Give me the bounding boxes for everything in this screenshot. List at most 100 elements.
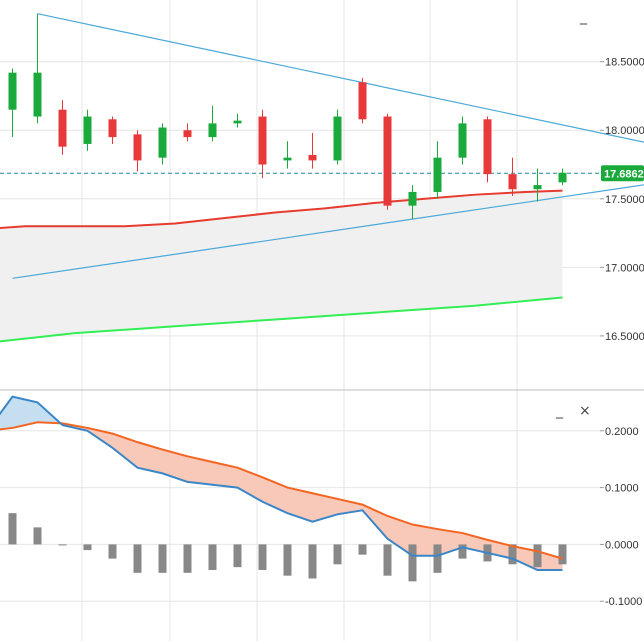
macd-fill-segment <box>237 467 263 502</box>
macd-pane-minimize-button[interactable]: _ <box>555 403 564 419</box>
candle-up[interactable] <box>433 141 442 199</box>
candle-body <box>558 172 567 183</box>
candle-up[interactable] <box>533 168 542 202</box>
moving-average-lower[interactable] <box>0 296 563 343</box>
histogram-bar[interactable] <box>333 544 342 565</box>
candle-down[interactable] <box>133 130 142 172</box>
price-pane[interactable] <box>0 13 644 343</box>
current-price-label: 17.6862 <box>604 168 644 180</box>
histogram-bar[interactable] <box>8 513 17 545</box>
histogram-bar[interactable] <box>183 544 192 573</box>
candle-body <box>83 116 92 144</box>
histogram-bar[interactable] <box>258 544 267 570</box>
candle-body <box>383 116 392 206</box>
histogram-bar[interactable] <box>408 544 417 582</box>
histogram-bar[interactable] <box>433 544 442 573</box>
y-axis-tick-label: 0.1000 <box>605 483 639 495</box>
macd-fill-segment <box>212 462 238 488</box>
macd-fill-segment <box>512 546 538 570</box>
candle-down[interactable] <box>58 100 67 155</box>
macd-fill-segment <box>137 442 163 474</box>
candle-body <box>183 130 192 138</box>
y-axis-tick-label: 18.0000 <box>605 125 644 137</box>
histogram-bar[interactable] <box>158 544 167 573</box>
candle-down[interactable] <box>108 116 117 144</box>
candle-body <box>433 157 442 192</box>
histogram-bar[interactable] <box>208 544 217 570</box>
candle-up[interactable] <box>233 113 242 128</box>
candle-body <box>458 123 467 158</box>
candle-up[interactable] <box>208 105 217 142</box>
candle-body <box>333 116 342 161</box>
histogram-bar[interactable] <box>33 527 42 545</box>
histogram-bar[interactable] <box>58 544 67 546</box>
candle-down[interactable] <box>183 123 192 142</box>
candle-body <box>358 82 367 120</box>
candle-down[interactable] <box>483 116 492 183</box>
histogram-bar[interactable] <box>283 544 292 576</box>
macd-fill-segment <box>537 551 563 570</box>
macd-fill-segment <box>162 449 188 482</box>
y-axis-tick-label: 18.5000 <box>605 57 644 69</box>
candle-up[interactable] <box>458 116 467 165</box>
candle-down[interactable] <box>308 132 317 169</box>
axis-layer: 18.5000 18.0000 17.5000 17.0000 16.5000 0.200… <box>600 57 644 608</box>
histogram-bar[interactable] <box>133 544 142 573</box>
histogram-bar[interactable] <box>533 544 542 568</box>
candle-up[interactable] <box>408 185 417 220</box>
macd-fill-segment <box>112 433 138 468</box>
y-axis-tick-label: -0.1000 <box>605 596 642 608</box>
histogram-bar[interactable] <box>358 544 367 555</box>
candle-body <box>108 119 117 138</box>
trendline-upper[interactable] <box>37 13 644 168</box>
candle-up[interactable] <box>333 109 342 165</box>
signal-line[interactable] <box>0 421 563 560</box>
macd-line[interactable] <box>0 395 563 571</box>
candle-body <box>233 120 242 124</box>
candle-body <box>533 185 542 190</box>
macd-fill-segment <box>412 524 438 556</box>
candle-down[interactable] <box>508 157 517 197</box>
candle-body <box>308 154 317 161</box>
candle-body <box>508 174 517 190</box>
macd-fill-segment <box>187 456 213 485</box>
candle-up[interactable] <box>83 109 92 151</box>
candle-up[interactable] <box>158 123 167 165</box>
candle-up[interactable] <box>283 141 292 169</box>
candle-body <box>408 191 417 206</box>
histogram-bar[interactable] <box>83 544 92 551</box>
current-price-tag <box>601 165 644 182</box>
candle-up[interactable] <box>558 168 567 186</box>
y-axis-tick-label: 17.5000 <box>605 194 644 206</box>
histogram-bar[interactable] <box>458 544 467 559</box>
macd-fill-segment <box>287 487 313 522</box>
candle-body <box>283 157 292 161</box>
candle-up[interactable] <box>8 68 17 138</box>
candle-body <box>483 119 492 175</box>
y-axis-tick-label: 0.2000 <box>605 426 639 438</box>
histogram-bar[interactable] <box>308 544 317 579</box>
candle-body <box>58 109 67 147</box>
candle-down[interactable] <box>383 113 392 210</box>
macd-fill-segment <box>0 396 13 430</box>
macd-pane-close-button[interactable]: × <box>579 403 591 419</box>
y-axis-tick-label: 17.0000 <box>605 262 644 274</box>
histogram-bar[interactable] <box>383 544 392 576</box>
trendline-lower[interactable] <box>12 167 644 279</box>
y-axis-tick-label: 16.5000 <box>605 331 644 343</box>
pane-controls: _ _ × <box>555 9 591 419</box>
candle-up[interactable] <box>33 13 42 124</box>
candle-down[interactable] <box>358 78 367 124</box>
histogram-bar[interactable] <box>558 544 567 565</box>
macd-pane[interactable] <box>0 395 567 582</box>
macd-fill-segment <box>387 516 413 556</box>
histogram-bar[interactable] <box>108 544 117 559</box>
price-pane-minimize-button[interactable]: _ <box>579 9 588 25</box>
histogram-bar[interactable] <box>508 544 517 565</box>
moving-average-upper[interactable] <box>0 189 563 230</box>
candle-down[interactable] <box>258 109 267 179</box>
candle-body <box>8 72 17 110</box>
macd-fill-segment <box>312 493 338 522</box>
histogram-bar[interactable] <box>233 544 242 568</box>
